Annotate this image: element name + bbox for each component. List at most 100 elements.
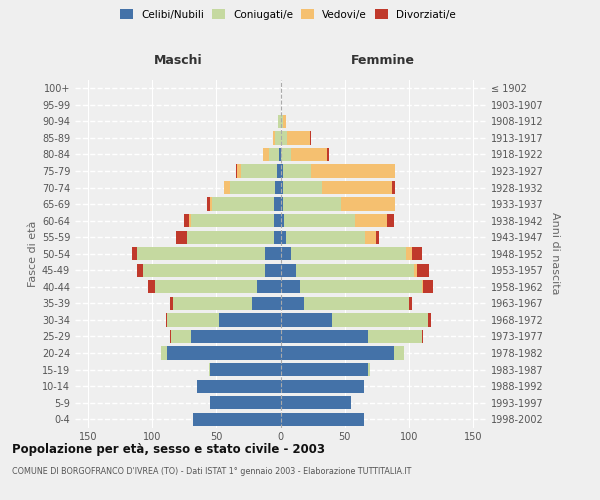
Bar (291, 148, 327, 161)
Bar (241, 164, 277, 177)
Bar (281, 148, 291, 161)
Y-axis label: Anni di nascita: Anni di nascita (550, 212, 560, 295)
Bar (219, 314, 281, 326)
Bar (275, 181, 281, 194)
Bar (281, 164, 283, 177)
Bar (283, 181, 322, 194)
Bar (281, 280, 300, 293)
Bar (167, 314, 219, 326)
Bar (281, 214, 284, 228)
Bar (237, 164, 241, 177)
Bar (269, 148, 279, 161)
Bar (148, 280, 155, 293)
Bar (412, 247, 422, 260)
Bar (137, 264, 143, 277)
Bar (368, 330, 422, 343)
Bar (387, 214, 394, 228)
Bar (191, 330, 281, 343)
Bar (236, 164, 237, 177)
Y-axis label: Fasce di età: Fasce di età (28, 220, 38, 287)
Bar (376, 230, 379, 244)
Bar (281, 181, 283, 194)
Bar (191, 214, 274, 228)
Bar (296, 264, 414, 277)
Bar (207, 198, 210, 210)
Legend: Celibi/Nubili, Coniugati/e, Vedovi/e, Divorziati/e: Celibi/Nubili, Coniugati/e, Vedovi/e, Di… (116, 5, 460, 24)
Bar (187, 230, 274, 244)
Bar (423, 280, 433, 293)
Bar (283, 198, 341, 210)
Bar (283, 164, 311, 177)
Bar (252, 297, 281, 310)
Bar (281, 314, 332, 326)
Text: Popolazione per età, sesso e stato civile - 2003: Popolazione per età, sesso e stato civil… (12, 442, 325, 456)
Bar (281, 264, 296, 277)
Bar (414, 264, 416, 277)
Bar (409, 297, 412, 310)
Bar (265, 247, 281, 260)
Bar (173, 297, 252, 310)
Bar (428, 314, 431, 326)
Bar (279, 148, 281, 161)
Bar (406, 247, 412, 260)
Bar (416, 264, 430, 277)
Bar (274, 214, 281, 228)
Bar (332, 314, 428, 326)
Bar (281, 346, 394, 360)
Bar (394, 346, 404, 360)
Bar (224, 181, 230, 194)
Bar (281, 330, 368, 343)
Bar (277, 164, 281, 177)
Bar (300, 280, 422, 293)
Bar (422, 330, 423, 343)
Bar (184, 214, 190, 228)
Bar (304, 297, 409, 310)
Bar (281, 297, 304, 310)
Bar (209, 363, 210, 376)
Bar (281, 132, 287, 144)
Bar (278, 114, 281, 128)
Bar (166, 314, 167, 326)
Bar (284, 214, 355, 228)
Bar (161, 346, 167, 360)
Bar (170, 297, 173, 310)
Text: COMUNE DI BORGOFRANCO D'IVREA (TO) - Dati ISTAT 1° gennaio 2003 - Elaborazione T: COMUNE DI BORGOFRANCO D'IVREA (TO) - Dat… (12, 468, 412, 476)
Bar (137, 247, 265, 260)
Bar (143, 264, 265, 277)
Bar (230, 181, 275, 194)
Bar (210, 198, 212, 210)
Bar (422, 280, 423, 293)
Bar (311, 164, 395, 177)
Bar (287, 132, 310, 144)
Text: Maschi: Maschi (154, 54, 202, 68)
Bar (281, 380, 364, 393)
Bar (281, 198, 283, 210)
Bar (193, 412, 281, 426)
Bar (341, 198, 395, 210)
Bar (275, 132, 281, 144)
Bar (155, 280, 257, 293)
Bar (281, 396, 351, 409)
Bar (283, 114, 286, 128)
Bar (257, 280, 281, 293)
Bar (368, 363, 370, 376)
Bar (327, 148, 329, 161)
Bar (210, 363, 281, 376)
Bar (170, 330, 172, 343)
Bar (197, 380, 281, 393)
Text: Femmine: Femmine (351, 54, 415, 68)
Bar (281, 247, 291, 260)
Bar (281, 230, 286, 244)
Bar (355, 214, 387, 228)
Bar (176, 230, 187, 244)
Bar (190, 214, 191, 228)
Bar (310, 132, 311, 144)
Bar (273, 132, 275, 144)
Bar (274, 230, 281, 244)
Bar (281, 114, 283, 128)
Bar (281, 412, 364, 426)
Bar (172, 330, 191, 343)
Bar (265, 264, 281, 277)
Bar (274, 198, 281, 210)
Bar (291, 247, 406, 260)
